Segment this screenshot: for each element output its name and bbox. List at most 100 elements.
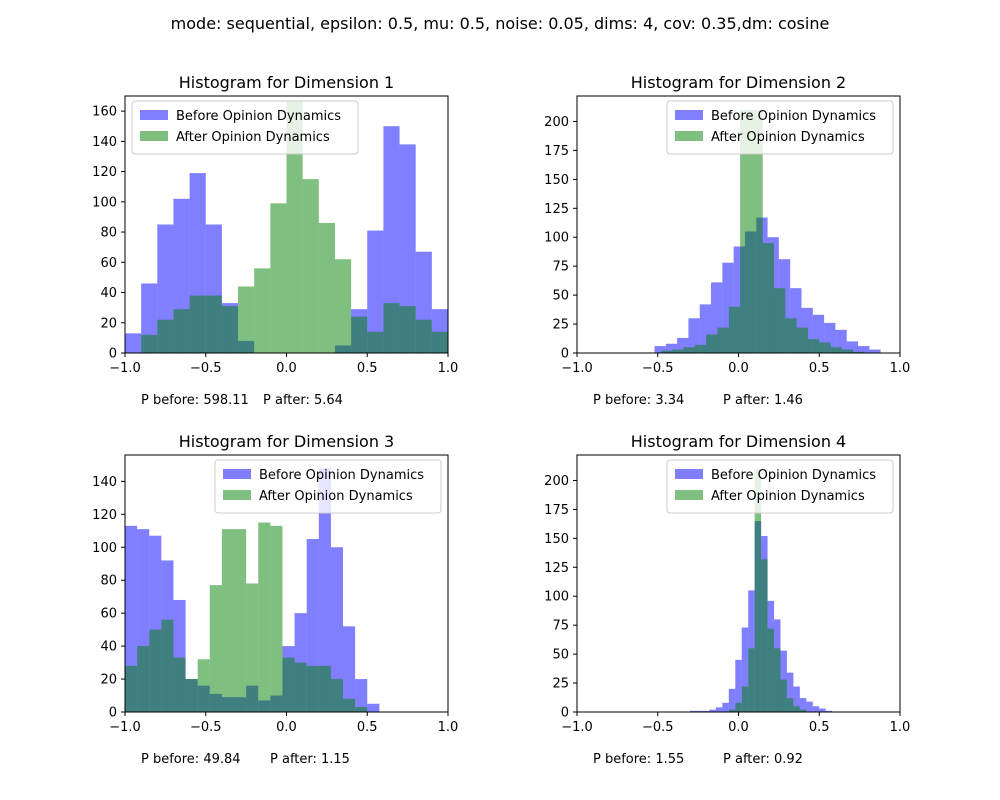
histogram-bar [793, 686, 800, 712]
x-tick-label: 1.0 [890, 361, 911, 376]
x-tick-label: 0.0 [276, 720, 297, 735]
legend-label: After Opinion Dynamics [711, 489, 865, 504]
x-tick-label: 1.0 [890, 720, 911, 735]
p-before-annotation: P before: 1.55 [593, 752, 684, 767]
histogram-bar [367, 230, 384, 353]
histogram-bar [799, 698, 807, 712]
histogram-bar [767, 628, 775, 712]
histogram-bar [254, 268, 271, 353]
legend-swatch [675, 490, 703, 500]
histogram-bar [282, 657, 295, 712]
histogram-bar [185, 679, 198, 712]
histogram-bar [694, 344, 707, 353]
histogram-bar [806, 701, 813, 712]
subplot-1: −1.0 −0.5 0.0 0.5 1.0 0 20 40 60 80 100 120 140 160 Hi… [92, 73, 458, 408]
histogram-bar [796, 327, 808, 353]
histogram-bar [677, 337, 689, 353]
subplot-4: −1.0 −0.5 0.0 0.5 1.0 0 25 50 75 100 125 150 175 200 H… [544, 432, 910, 767]
histogram-bar [654, 346, 666, 353]
y-tick-label: 200 [544, 115, 569, 130]
y-tick-label: 160 [92, 105, 117, 120]
histogram-bar [355, 679, 368, 712]
x-tick-label: 1.0 [438, 361, 459, 376]
histogram-bar [722, 702, 729, 712]
y-tick-label: 200 [544, 474, 569, 489]
x-tick-label: 0.0 [728, 720, 749, 735]
plot-area [654, 109, 881, 353]
histogram-bar [246, 583, 259, 712]
legend: Before Opinion Dynamics After Opinion Dyn… [131, 100, 359, 155]
histogram-bar [709, 709, 716, 712]
histogram-bar [125, 525, 138, 712]
histogram-bar [157, 319, 174, 353]
y-tick-label: 175 [544, 503, 569, 518]
histogram-bar [825, 710, 833, 712]
subplot-title: Histogram for Dimension 1 [179, 73, 394, 92]
histogram-bar [717, 327, 729, 353]
y-tick-label: 0 [561, 347, 569, 362]
x-tick-label: −1.0 [561, 361, 593, 376]
y-tick-label: 140 [92, 135, 117, 150]
histogram-bar [318, 468, 331, 712]
histogram-bar [819, 342, 831, 353]
x-tick-label: 1.0 [438, 720, 459, 735]
histogram-bar [161, 619, 174, 712]
histogram-bar [690, 710, 697, 712]
y-tick-label: 40 [100, 640, 117, 655]
histogram-bar [351, 316, 368, 353]
x-tick-label: 0.0 [728, 361, 749, 376]
y-tick-label: 25 [552, 318, 569, 333]
histogram-bar [841, 349, 854, 353]
subplot-title: Histogram for Dimension 4 [631, 432, 846, 451]
y-tick-label: 100 [544, 590, 569, 605]
histogram-bar [711, 282, 723, 353]
histogram-bar [318, 222, 335, 353]
figure-suptitle: mode: sequential, epsilon: 0.5, mu: 0.5,… [171, 14, 830, 33]
histogram-bar [431, 331, 448, 353]
histogram-bar [173, 309, 190, 353]
y-tick-label: 140 [92, 475, 117, 490]
y-tick-label: 20 [100, 316, 117, 331]
legend-label: Before Opinion Dynamics [711, 109, 876, 124]
histogram-bar [735, 702, 742, 712]
y-tick-label: 25 [552, 677, 569, 692]
histogram-bar [141, 334, 158, 353]
histogram-bar [149, 629, 162, 712]
histogram-bar [835, 329, 847, 353]
histogram-bar [238, 286, 255, 353]
legend: Before Opinion Dynamics After Opinion Dyn… [666, 100, 894, 155]
legend-swatch [140, 110, 168, 120]
histogram-bar [733, 246, 745, 353]
histogram-bar [754, 468, 762, 712]
histogram-bar [672, 349, 684, 353]
histogram-bar [209, 585, 222, 712]
y-tick-label: 50 [552, 648, 569, 663]
histogram-bar [728, 688, 736, 712]
histogram-bar [830, 347, 842, 353]
histogram-bar [330, 679, 344, 712]
histogram-bar [125, 665, 138, 712]
y-tick-label: 75 [552, 260, 569, 275]
y-tick-label: 100 [544, 231, 569, 246]
histogram-bar [741, 627, 749, 712]
histogram-bar [343, 626, 356, 712]
histogram-bar [221, 306, 239, 353]
legend-box [666, 459, 894, 514]
legend-swatch [223, 469, 251, 479]
subplot-title: Histogram for Dimension 3 [179, 432, 394, 451]
histogram-bar [774, 648, 781, 712]
histogram-bar [367, 703, 380, 712]
histogram-bar [270, 203, 287, 353]
x-tick-label: 0.0 [276, 361, 297, 376]
y-tick-label: 175 [544, 144, 569, 159]
histogram-bar [819, 708, 826, 712]
histogram-bar [774, 288, 786, 353]
histogram-bar [306, 665, 319, 712]
legend-swatch [223, 490, 251, 500]
histogram-bar [728, 306, 741, 353]
legend-swatch [140, 131, 168, 141]
p-after-annotation: P after: 5.64 [263, 393, 343, 408]
after-series [125, 522, 368, 712]
x-tick-label: −1.0 [561, 720, 593, 735]
